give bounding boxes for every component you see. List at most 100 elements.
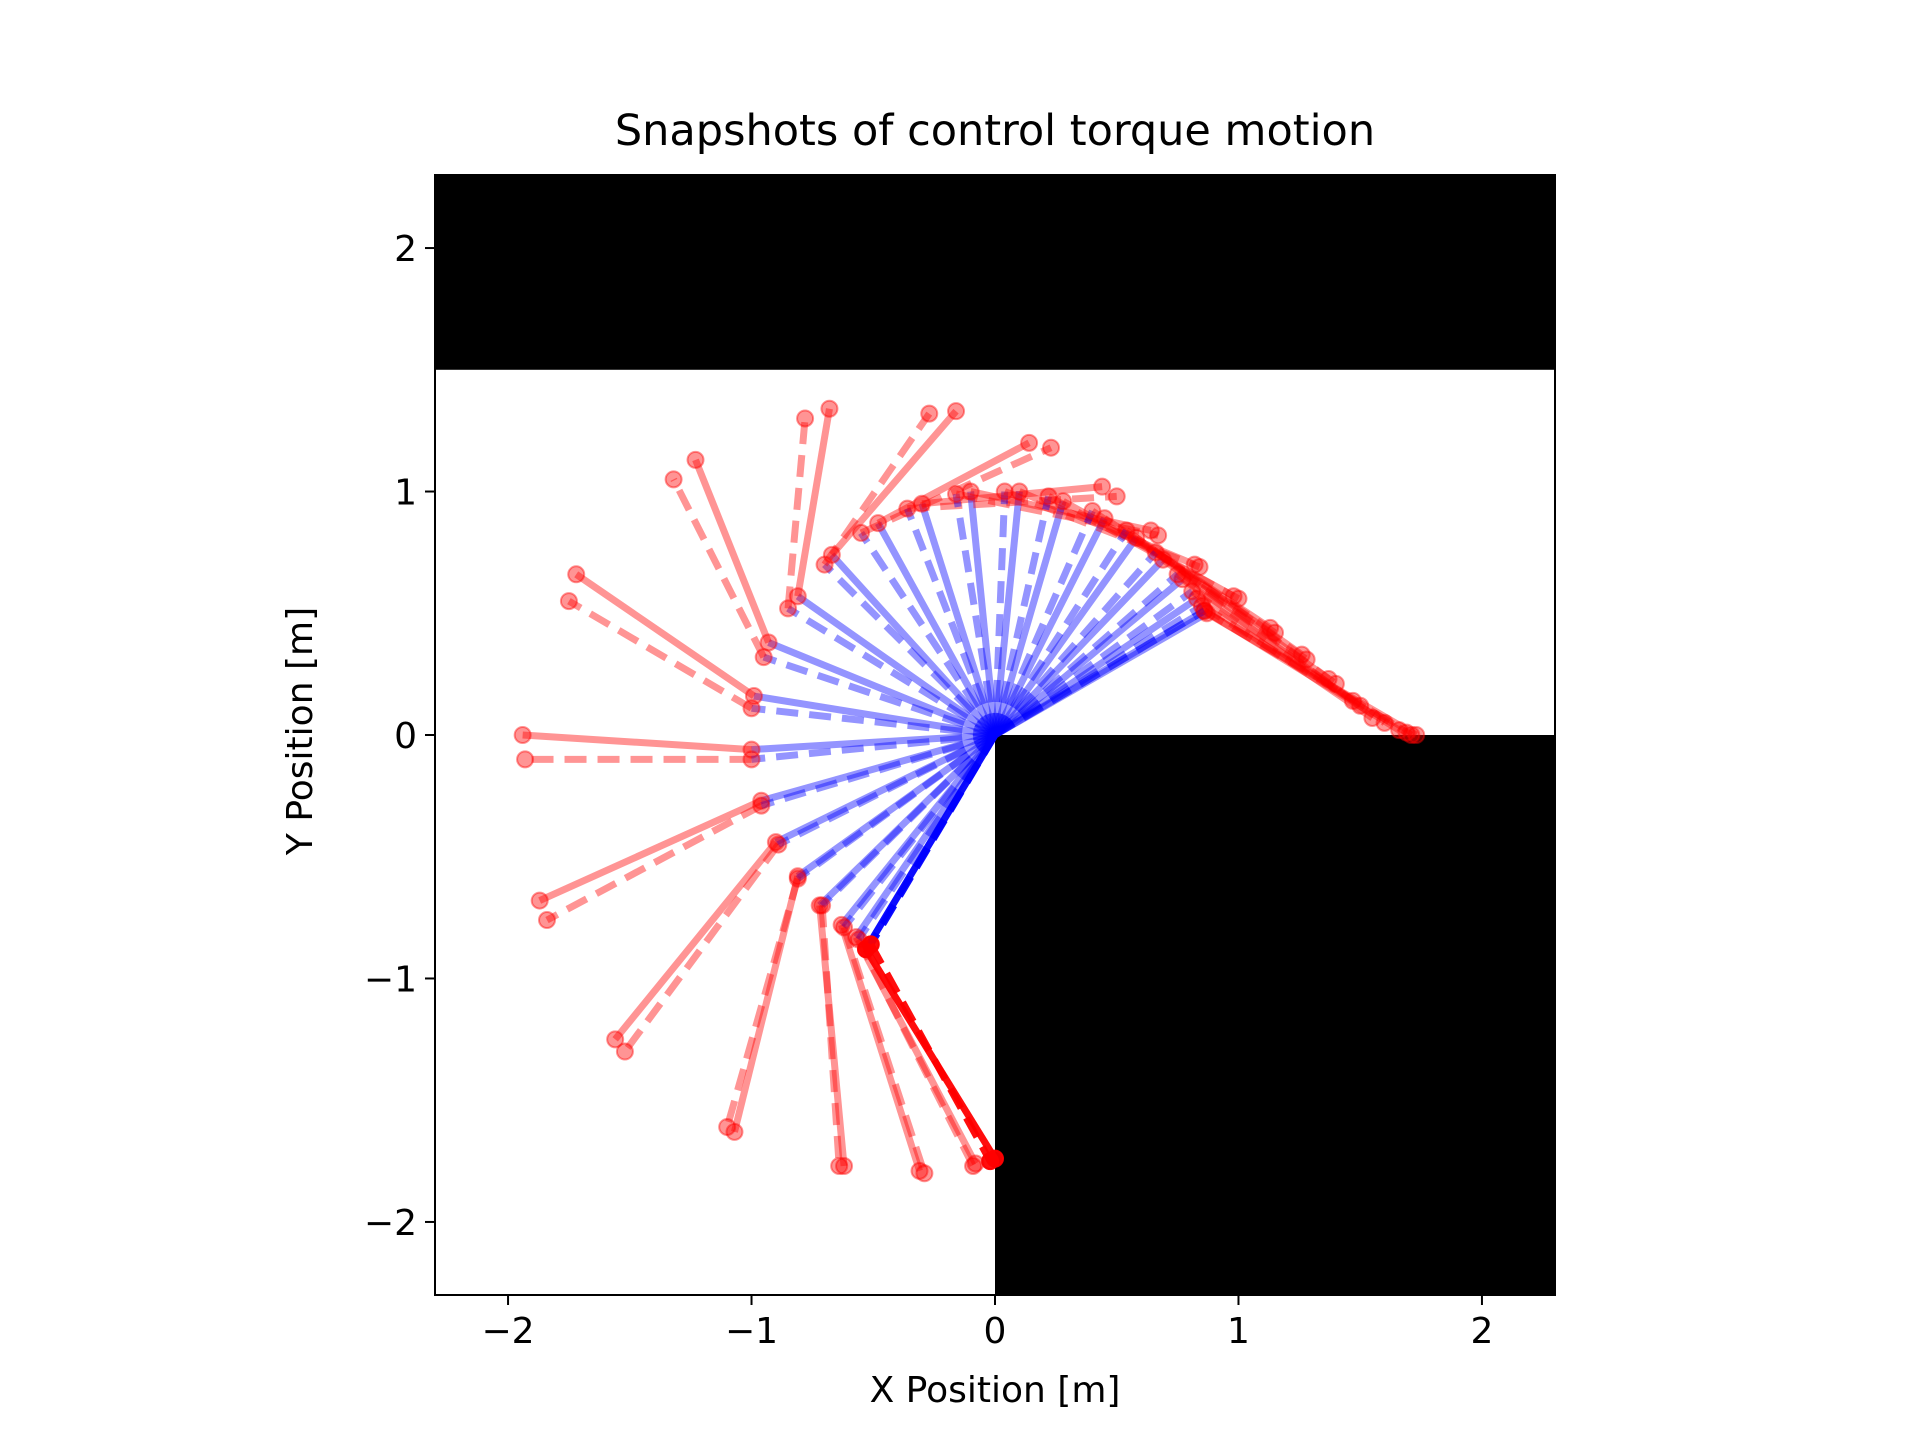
elbow-joint-dashed-17 <box>1083 502 1102 520</box>
y-tick-label-1: −1 <box>364 959 417 1000</box>
link1-solid-17 <box>991 516 1108 737</box>
chart-title: Snapshots of control torque motion <box>615 106 1375 156</box>
tip-joint-solid-18 <box>1292 645 1311 664</box>
tip-joint-dashed-13 <box>1107 487 1126 506</box>
tip-joint-dashed-18 <box>1297 650 1316 669</box>
link1-dashed-4 <box>795 732 998 882</box>
link1-solid-9 <box>767 639 997 739</box>
tip-joint-dashed-10 <box>796 409 815 428</box>
tip-joint-solid-6 <box>530 891 549 910</box>
link2-dashed-19 <box>1153 549 1338 687</box>
tip-joint-dashed-0 <box>981 1152 1000 1171</box>
link2-solid-7 <box>522 731 752 754</box>
tip-joint-dashed-12 <box>1042 438 1060 457</box>
elbow-joint-dashed-11 <box>815 555 834 574</box>
link1-solid-6 <box>760 731 996 805</box>
tip-joint-solid-16 <box>1224 587 1243 606</box>
elbow-joint-dashed-10 <box>779 599 798 618</box>
tip-joint-solid-22 <box>1390 721 1409 740</box>
tip-joint-dashed-23 <box>1402 726 1421 744</box>
elbow-joint-solid-14 <box>961 482 980 501</box>
tip-joint-solid-9 <box>686 450 705 469</box>
tip-joint-solid-23 <box>1407 726 1426 744</box>
link1-dashed-10 <box>786 605 997 738</box>
elbow-joint-solid-2 <box>832 915 851 934</box>
elbow-joint-solid-22 <box>1195 601 1214 620</box>
tip-joint-solid-12 <box>1020 433 1039 452</box>
elbow-joint-dashed-15 <box>995 482 1014 501</box>
link2-solid-8 <box>574 571 756 699</box>
link2-dashed-15 <box>1003 488 1201 571</box>
tip-joint-dashed-19 <box>1326 674 1345 693</box>
tip-joint-dashed-2 <box>915 1164 934 1183</box>
link2-solid-2 <box>838 923 923 1172</box>
tip-joint-dashed-22 <box>1397 723 1416 742</box>
link1-dashed-7 <box>751 731 996 763</box>
elbow-joint-solid-18 <box>1127 528 1146 547</box>
elbow-joint-dashed-16 <box>1039 487 1058 506</box>
link2-solid-3 <box>816 905 848 1167</box>
elbow-joint-dashed-21 <box>1183 582 1202 601</box>
elbow-joint-solid-8 <box>744 687 763 706</box>
elbow-joint-dashed-1 <box>849 930 868 949</box>
tip-joint-solid-5 <box>606 1030 625 1049</box>
link2-solid-21 <box>1195 595 1375 721</box>
link1-solid-20 <box>992 576 1185 738</box>
ticks-layer: −2 −1 0 1 2 −2 −1 0 1 2 <box>364 229 1493 1352</box>
link1-solid-15 <box>991 491 1023 736</box>
link2-dashed-21 <box>1190 588 1387 726</box>
tip-joint-solid-14 <box>1141 521 1160 540</box>
link2-dashed-12 <box>859 444 1053 537</box>
elbow-joint-solid-5 <box>766 833 785 852</box>
elbow-joint-dashed-12 <box>852 523 871 542</box>
tip-joint-solid-13 <box>1093 477 1112 496</box>
tip-joint-dashed-11 <box>920 404 939 423</box>
link2-dashed-2 <box>840 926 928 1175</box>
elbow-joint-dashed-20 <box>1168 565 1187 584</box>
link1-dashed-0 <box>867 733 999 947</box>
obstacle-1 <box>995 735 1555 1295</box>
elbow-joint-dashed-0 <box>861 935 880 954</box>
link1-dashed-2 <box>841 732 998 930</box>
x-axis-label: X Position [m] <box>870 1370 1121 1411</box>
elbow-joint-solid-4 <box>788 867 807 886</box>
link2-dashed-22 <box>1200 602 1409 736</box>
link1-dashed-6 <box>760 731 997 809</box>
tip-joint-dashed-6 <box>538 911 556 930</box>
link1-dashed-17 <box>991 509 1096 737</box>
link2-solid-16 <box>1061 498 1236 600</box>
link2-solid-14 <box>969 488 1152 534</box>
link1-solid-8 <box>753 692 996 739</box>
link1-solid-21 <box>993 595 1200 738</box>
link2-solid-23 <box>1205 610 1418 739</box>
y-tick-label-2: 0 <box>394 716 417 757</box>
elbow-joint-solid-12 <box>869 514 888 533</box>
link2-solid-4 <box>731 875 802 1133</box>
elbow-joint-dashed-23 <box>1195 601 1214 620</box>
link1-dashed-8 <box>751 704 996 739</box>
link1-solid-4 <box>795 732 998 880</box>
link1-dashed-9 <box>762 653 997 739</box>
link2-dashed-23 <box>1202 607 1414 739</box>
link1-solid-3 <box>817 732 998 908</box>
x-tick-label-0: −2 <box>482 1311 535 1352</box>
link2-dashed-6 <box>545 802 763 924</box>
link1-dashed-16 <box>991 495 1052 736</box>
link2-solid-6 <box>538 797 763 904</box>
tip-joint-solid-3 <box>835 1156 854 1175</box>
tip-joint-dashed-9 <box>664 470 683 489</box>
link2-dashed-20 <box>1175 571 1363 709</box>
link2-dashed-3 <box>818 905 843 1167</box>
tip-joint-dashed-3 <box>830 1156 849 1175</box>
link2-solid-10 <box>794 408 833 597</box>
tip-joint-solid-17 <box>1261 618 1280 637</box>
tip-joint-solid-8 <box>567 565 586 584</box>
elbow-joint-solid-19 <box>1154 550 1172 569</box>
x-tick-label-3: 1 <box>1227 1311 1250 1352</box>
elbow-joint-solid-7 <box>742 740 761 759</box>
link2-solid-11 <box>829 408 959 558</box>
elbow-joint-solid-16 <box>1054 492 1073 511</box>
elbow-joint-solid-15 <box>1010 482 1029 501</box>
elbow-joint-dashed-5 <box>769 835 788 854</box>
link1-dashed-5 <box>776 731 997 848</box>
